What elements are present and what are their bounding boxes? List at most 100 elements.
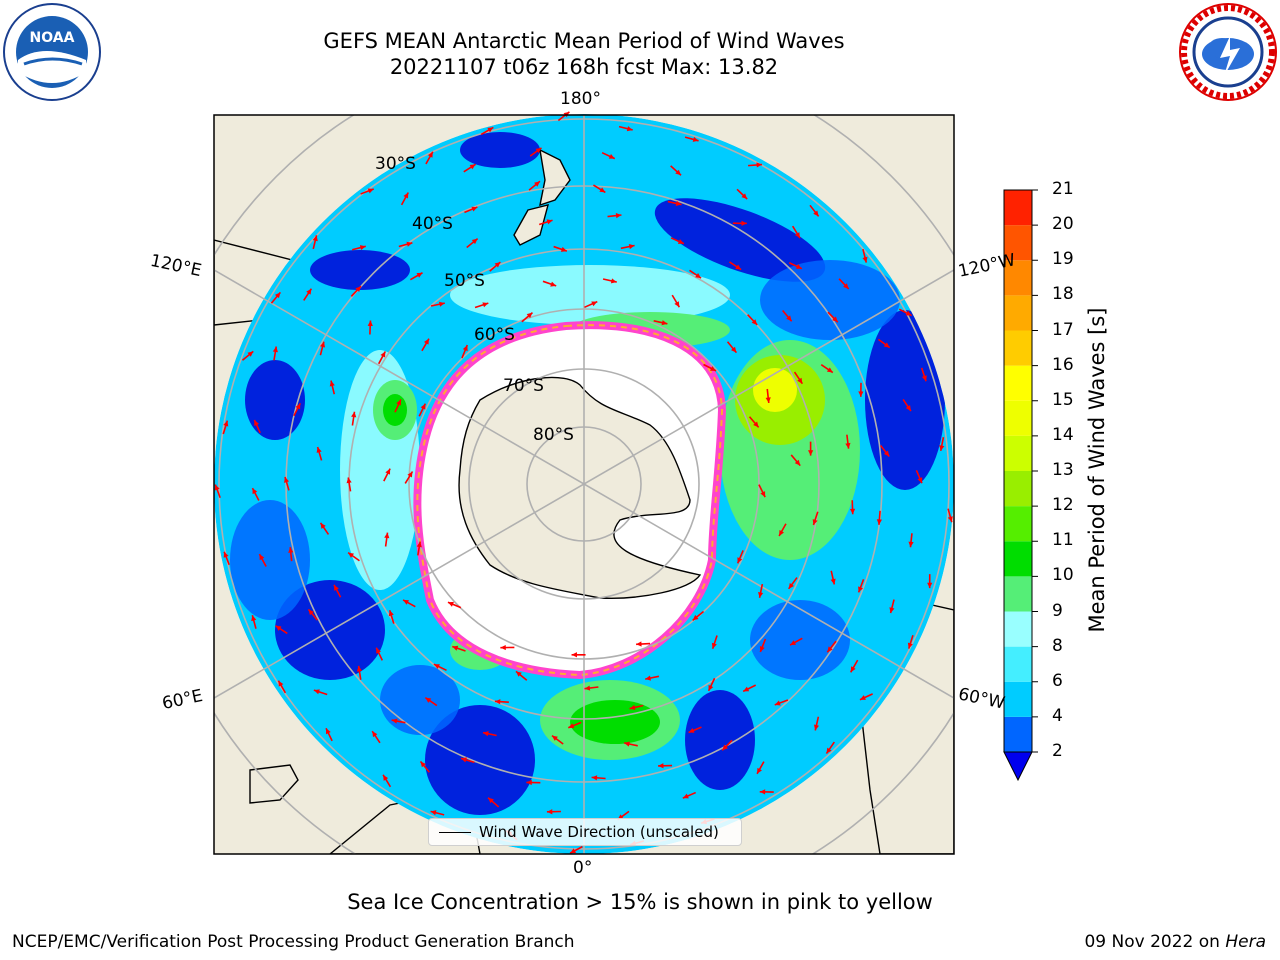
colorbar-tick-label: 4 xyxy=(1052,705,1063,726)
colorbar-segment xyxy=(1004,471,1032,507)
wind-wave-arrow-head xyxy=(858,391,864,397)
wind-wave-arrow-head xyxy=(423,338,429,345)
wind-wave-arrow-head xyxy=(329,380,335,387)
wind-wave-arrow-head xyxy=(433,664,440,669)
wind-wave-arrow-head xyxy=(795,264,802,269)
wind-wave-arrow-head xyxy=(462,345,468,352)
colorbar-tick-label: 12 xyxy=(1052,495,1074,516)
parallel-label-40s: 40°S xyxy=(412,214,453,234)
wind-wave-arrow-head xyxy=(367,188,374,194)
wind-wave-arrow-head xyxy=(751,319,758,325)
wind-wave-arrow-head xyxy=(348,552,354,558)
wind-wave-arrow-head xyxy=(355,286,362,292)
madagascar-landmass xyxy=(249,764,299,804)
wind-wave-arrow-head xyxy=(274,292,281,299)
wind-wave-arrow-head xyxy=(788,582,794,589)
wind-wave-arrow-head xyxy=(526,779,532,786)
wind-wave-arrow-head xyxy=(624,741,630,747)
parallel-label-80s: 80°S xyxy=(533,425,574,445)
colorbar-tick-label: 11 xyxy=(1052,530,1074,551)
wind-wave-arrow-head xyxy=(427,151,433,158)
meridian-label-180: 180° xyxy=(560,89,601,109)
wind-wave-arrow-head xyxy=(407,471,413,478)
wind-wave-arrow-head xyxy=(812,519,818,526)
colorbar-segment xyxy=(1004,541,1032,577)
wind-wave-arrow-head xyxy=(385,468,391,475)
colorbar-tick-label: 6 xyxy=(1052,670,1063,691)
parallel-label-60s: 60°S xyxy=(474,325,515,345)
wind-wave-arrow-head xyxy=(251,615,257,622)
footer-date: 09 Nov 2022 on Hera xyxy=(1084,932,1266,952)
wind-wave-arrow-head xyxy=(430,810,437,816)
sea-ice-caption: Sea Ice Concentration > 15% is shown in … xyxy=(347,890,933,914)
wind-wave-arrow-head xyxy=(883,342,890,348)
wind-wave-arrow-head xyxy=(688,727,695,733)
wind-wave-arrow-head xyxy=(306,288,312,295)
wind-wave-arrow-head xyxy=(735,264,742,270)
colorbar-label: Mean Period of Wind Waves [s] xyxy=(1085,307,1109,633)
wind-wave-arrow-head xyxy=(359,245,366,251)
wind-wave-arrow-head xyxy=(830,578,836,585)
wind-wave-arrow-head xyxy=(677,239,684,244)
wind-wave-arrow-head xyxy=(741,193,748,200)
wind-wave-arrow-head xyxy=(889,607,895,614)
wind-wave-arrow-head xyxy=(570,848,577,854)
wind-wave-arrow-head xyxy=(438,301,445,307)
colorbar-segment xyxy=(1004,400,1032,436)
wind-wave-arrow-head xyxy=(550,281,557,287)
graticule xyxy=(214,115,954,854)
wind-wave-arrow-head xyxy=(797,377,803,384)
wind-wave-arrow-head xyxy=(794,232,800,239)
map-title: GEFS MEAN Antarctic Mean Period of Wind … xyxy=(323,29,845,53)
wind-wave-arrow-head xyxy=(471,238,478,245)
wind-wave-arrow-head xyxy=(737,557,743,564)
wind-wave-arrow-head xyxy=(546,219,553,225)
wind-wave-arrow-head xyxy=(774,700,781,706)
wind-wave-arrow-head xyxy=(826,367,833,373)
wind-wave-arrow-head xyxy=(629,704,636,710)
wind-wave-arrow-head xyxy=(406,241,413,247)
parallel-label-70s: 70°S xyxy=(503,376,544,396)
colorbar-tick-label: 21 xyxy=(1052,179,1074,199)
colorbar-tick-label: 8 xyxy=(1052,635,1063,656)
wind-wave-arrow-head xyxy=(743,686,750,692)
wind-wave-arrow-head xyxy=(636,641,642,647)
wind-wave-arrow-head xyxy=(692,614,699,621)
wind-wave-arrow-head xyxy=(661,320,668,326)
wind-wave-arrow-head xyxy=(711,642,717,649)
wind-wave-arrow-head xyxy=(420,403,426,410)
wind-wave-arrow-head xyxy=(346,477,352,484)
national-weather-service-logo xyxy=(1179,3,1277,101)
wind-wave-arrow-head xyxy=(312,235,318,242)
colorbar-tick-label: 2 xyxy=(1052,741,1063,761)
colorbar-segment xyxy=(1004,611,1032,647)
wind-wave-arrow-head xyxy=(214,484,220,491)
wind-wave-arrow-head xyxy=(403,599,410,605)
colorbar-tick-label: 17 xyxy=(1052,319,1074,340)
wind-wave-arrow-head xyxy=(482,302,489,308)
colorbar-tick-label: 16 xyxy=(1052,354,1074,375)
wind-wave-arrow-head xyxy=(779,529,785,536)
wind-wave-arrow-head xyxy=(259,554,265,561)
wind-wave-arrow-head xyxy=(759,645,765,652)
svg-text:NOAA: NOAA xyxy=(30,30,75,46)
antarctica-landmass xyxy=(458,376,702,599)
wind-wave-arrow-head xyxy=(252,488,258,495)
wind-wave-arrow-head xyxy=(832,316,838,323)
wind-wave-arrow-head xyxy=(947,516,953,523)
colorbar-tick-label: 9 xyxy=(1052,600,1063,621)
wind-wave-arrow-head xyxy=(645,675,652,681)
wind-wave-arrow-head xyxy=(658,763,664,769)
wind-wave-arrow-head xyxy=(308,609,314,616)
colorbar-segment xyxy=(1004,190,1032,226)
wind-wave-arrow-head xyxy=(460,757,467,763)
wind-wave-arrow-head xyxy=(849,508,856,515)
wind-wave-arrow-head xyxy=(356,665,363,672)
wind-wave-arrow-head xyxy=(568,723,575,729)
wind-wave-arrow-head xyxy=(551,735,558,741)
colorbar-segment xyxy=(1004,681,1032,717)
wind-wave-arrow-head xyxy=(469,164,476,170)
wind-wave-arrow-head xyxy=(515,671,522,677)
wind-wave-arrow-head xyxy=(272,346,278,353)
wind-wave-arrow-head xyxy=(416,272,423,278)
